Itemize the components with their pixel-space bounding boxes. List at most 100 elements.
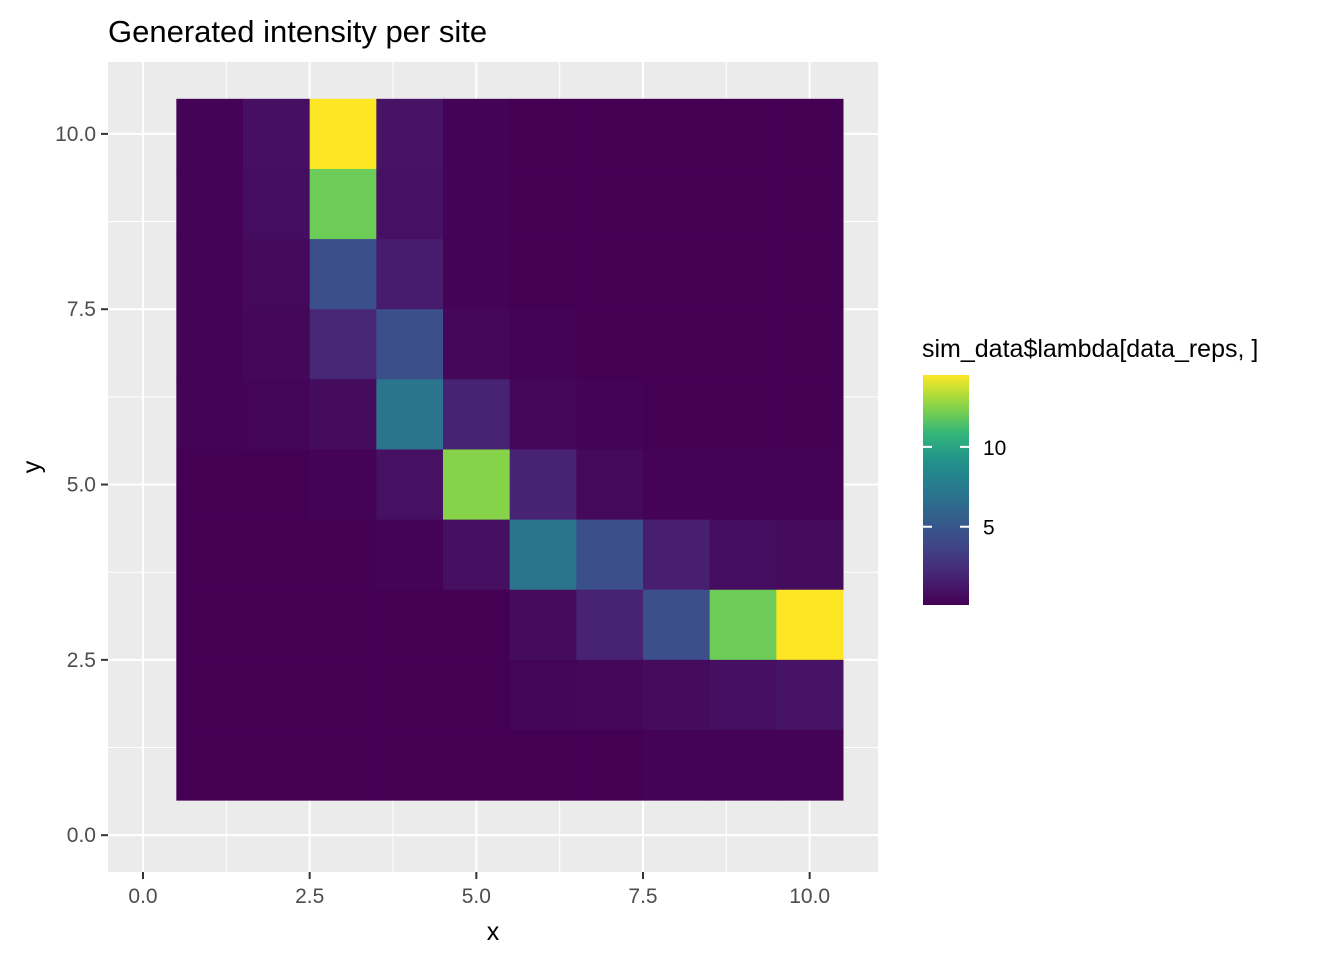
heatmap-tile	[243, 659, 311, 731]
heatmap-tile	[176, 449, 244, 521]
heatmap-tile	[776, 659, 844, 731]
x-tick-label: 0.0	[128, 885, 157, 908]
heatmap-tile	[643, 519, 711, 591]
heatmap-tile	[709, 239, 777, 310]
heatmap-tile	[709, 519, 777, 591]
heatmap-tile	[643, 309, 711, 380]
y-axis: 0.0 2.5 5.0 7.5 10.0	[55, 123, 108, 847]
heatmap-tile	[309, 519, 377, 591]
heatmap-tile	[509, 239, 577, 310]
heatmap-tile	[243, 98, 311, 170]
heatmap-tile	[776, 589, 844, 661]
heatmap-tile	[443, 168, 511, 240]
heatmap-tile	[243, 168, 311, 240]
heatmap-tile	[243, 589, 311, 661]
heatmap-tile	[643, 168, 711, 240]
heatmap-tile	[309, 379, 377, 450]
heatmap-tile	[709, 729, 777, 801]
heatmap-tile	[309, 239, 377, 310]
heatmap-tiles	[176, 98, 844, 801]
heatmap-tile	[376, 519, 444, 591]
x-tick-label: 5.0	[462, 885, 491, 908]
heatmap-tile	[376, 98, 444, 170]
x-axis: 0.0 2.5 5.0 7.5 10.0	[128, 872, 830, 908]
heatmap-tile	[243, 449, 311, 521]
x-tick-label: 10.0	[789, 885, 830, 908]
heatmap-tile	[376, 168, 444, 240]
heatmap-tile	[176, 589, 244, 661]
heatmap-tile	[576, 519, 644, 591]
x-axis-title: x	[487, 918, 500, 946]
heatmap-tile	[576, 449, 644, 521]
y-tick-label: 10.0	[55, 123, 96, 146]
heatmap-tile	[309, 589, 377, 661]
heatmap-tile	[776, 309, 844, 380]
y-tick-label: 7.5	[67, 298, 96, 321]
x-tick-label: 7.5	[628, 885, 657, 908]
heatmap-tile	[576, 98, 644, 170]
heatmap-tile	[643, 659, 711, 731]
heatmap-tile	[243, 239, 311, 310]
heatmap-tile	[576, 729, 644, 801]
heatmap-tile	[709, 98, 777, 170]
heatmap-tile	[776, 239, 844, 310]
y-tick-label: 5.0	[67, 474, 96, 497]
colorbar-tick-label: 5	[983, 517, 995, 540]
heatmap-tile	[443, 449, 511, 521]
heatmap-tile	[176, 168, 244, 240]
heatmap-tile	[509, 589, 577, 661]
heatmap-tile	[376, 239, 444, 310]
heatmap-tile	[776, 379, 844, 450]
heatmap-tile	[643, 239, 711, 310]
heatmap-tile	[643, 449, 711, 521]
heatmap-tile	[509, 659, 577, 731]
heatmap-tile	[309, 659, 377, 731]
y-tick-label: 2.5	[67, 649, 96, 672]
heatmap-tile	[576, 379, 644, 450]
x-tick-label: 2.5	[295, 885, 324, 908]
heatmap-tile	[243, 379, 311, 450]
heatmap-tile	[376, 729, 444, 801]
heatmap-tile	[776, 449, 844, 521]
heatmap-tile	[309, 168, 377, 240]
heatmap-tile	[776, 98, 844, 170]
heatmap-tile	[243, 519, 311, 591]
heatmap-tile	[376, 449, 444, 521]
heatmap-tile	[576, 239, 644, 310]
heatmap-tile	[443, 659, 511, 731]
heatmap-tile	[443, 519, 511, 591]
chart-title: Generated intensity per site	[108, 14, 487, 49]
heatmap-tile	[443, 379, 511, 450]
heatmap-tile	[243, 309, 311, 380]
heatmap-tile	[709, 168, 777, 240]
heatmap-tile	[176, 309, 244, 380]
heatmap-tile	[176, 98, 244, 170]
heatmap-tile	[576, 589, 644, 661]
heatmap-tile	[176, 729, 244, 801]
heatmap-tile	[509, 168, 577, 240]
heatmap-tile	[643, 98, 711, 170]
heatmap-tile	[709, 449, 777, 521]
heatmap-tile	[443, 589, 511, 661]
heatmap-tile	[376, 659, 444, 731]
colorbar-legend: sim_data$lambda[data_reps, ] 5 10	[922, 335, 1258, 605]
heatmap-tile	[776, 168, 844, 240]
heatmap-tile	[509, 449, 577, 521]
heatmap-tile	[176, 379, 244, 450]
heatmap-tile	[709, 589, 777, 661]
y-axis-title: y	[18, 460, 46, 473]
heatmap-tile	[309, 729, 377, 801]
heatmap-tile	[776, 729, 844, 801]
heatmap-tile	[509, 98, 577, 170]
heatmap-tile	[709, 379, 777, 450]
heatmap-tile	[709, 659, 777, 731]
colorbar-ticks: 5 10	[923, 437, 1006, 540]
heatmap-tile	[709, 309, 777, 380]
heatmap-tile	[643, 379, 711, 450]
heatmap-tile	[176, 239, 244, 310]
heatmap-tile	[509, 379, 577, 450]
heatmap-tile	[509, 309, 577, 380]
y-tick-label: 0.0	[67, 824, 96, 847]
heatmap-tile	[643, 589, 711, 661]
colorbar	[923, 375, 969, 605]
